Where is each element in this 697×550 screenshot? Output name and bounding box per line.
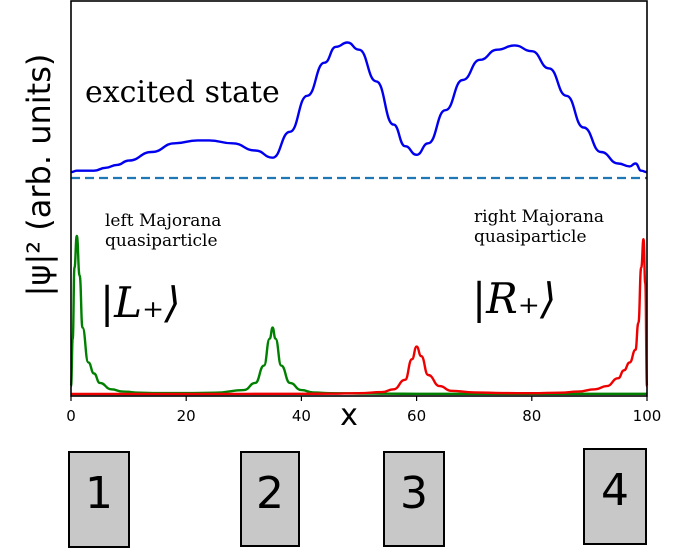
x-ticks: 0 20 40 60 80 100 <box>66 396 661 425</box>
left-majorana-ket: |L₊⟩ <box>100 278 181 327</box>
x-tick-label-20: 20 <box>177 407 196 425</box>
dot-chip-2: 2 <box>240 451 300 547</box>
dot-chip-box <box>68 451 130 548</box>
dot-chip-4: 4 <box>583 448 647 545</box>
dot-chip-box <box>383 451 445 547</box>
x-tick-label-80: 80 <box>522 407 541 425</box>
x-tick-label-0: 0 <box>66 407 76 425</box>
x-tick-label-60: 60 <box>407 407 426 425</box>
majorana-series-group <box>69 234 649 396</box>
excited-series-line <box>70 41 648 174</box>
dot-chip-1: 1 <box>68 451 130 548</box>
quantum-dot-chips: 1 2 3 4 <box>68 448 647 548</box>
dot-chip-label: 1 <box>85 468 113 519</box>
dot-chip-box <box>240 451 300 547</box>
dot-chip-label: 2 <box>256 468 284 519</box>
right-majorana-series-line <box>71 238 649 396</box>
x-tick-label-40: 40 <box>292 407 311 425</box>
excited-state-annotation: excited state <box>85 75 280 110</box>
plot-frame <box>70 0 648 397</box>
x-axis-label: x <box>340 398 358 433</box>
x-tick-label-100: 100 <box>633 407 662 425</box>
y-axis-label: |ψ|² (arb. units) <box>20 54 58 297</box>
dot-chip-box <box>583 448 647 545</box>
right-majorana-label-line1: right Majorana <box>474 207 604 227</box>
dot-chip-label: 3 <box>400 468 428 519</box>
left-majorana-label-line2: quasiparticle <box>105 231 218 251</box>
left-majorana-label-line1: left Majorana <box>105 211 221 231</box>
dot-chip-label: 4 <box>601 465 629 516</box>
excited-state-series-group <box>70 41 648 174</box>
right-majorana-ket: |R₊⟩ <box>472 274 556 323</box>
dot-chip-3: 3 <box>383 451 445 547</box>
right-majorana-label-line2: quasiparticle <box>474 227 587 247</box>
